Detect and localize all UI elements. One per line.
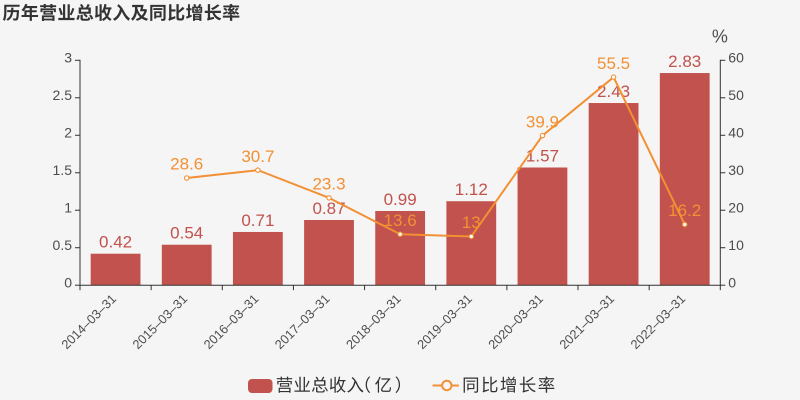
svg-text:60: 60 (728, 50, 744, 66)
svg-text:13: 13 (462, 213, 481, 232)
svg-text:39.9: 39.9 (526, 112, 559, 131)
svg-text:1.57: 1.57 (526, 147, 559, 166)
svg-text:0.5: 0.5 (53, 237, 73, 253)
svg-text:40: 40 (728, 125, 744, 141)
svg-text:20: 20 (728, 200, 744, 216)
svg-text:2.43: 2.43 (597, 82, 630, 101)
svg-text:0.99: 0.99 (384, 190, 417, 209)
svg-text:1.12: 1.12 (455, 180, 488, 199)
svg-text:55.5: 55.5 (597, 54, 630, 73)
svg-text:50: 50 (728, 87, 744, 103)
svg-text:10: 10 (728, 237, 744, 253)
svg-text:28.6: 28.6 (170, 155, 203, 174)
svg-text:0: 0 (728, 275, 736, 291)
svg-text:2: 2 (64, 125, 72, 141)
svg-text:0.71: 0.71 (241, 211, 274, 230)
svg-text:30.7: 30.7 (241, 147, 274, 166)
svg-text:2.5: 2.5 (53, 87, 73, 103)
svg-text:0.87: 0.87 (312, 199, 345, 218)
svg-text:23.3: 23.3 (312, 175, 345, 194)
svg-text:0.54: 0.54 (170, 224, 203, 243)
svg-text:13.6: 13.6 (384, 211, 417, 230)
svg-text:16.2: 16.2 (668, 201, 701, 220)
svg-text:3: 3 (64, 50, 72, 66)
svg-text:2.83: 2.83 (668, 52, 701, 71)
svg-text:1: 1 (64, 200, 72, 216)
svg-text:1.5: 1.5 (53, 162, 73, 178)
svg-text:0: 0 (64, 275, 72, 291)
svg-text:30: 30 (728, 162, 744, 178)
svg-text:0.42: 0.42 (99, 233, 132, 252)
svg-text:%: % (712, 27, 728, 47)
